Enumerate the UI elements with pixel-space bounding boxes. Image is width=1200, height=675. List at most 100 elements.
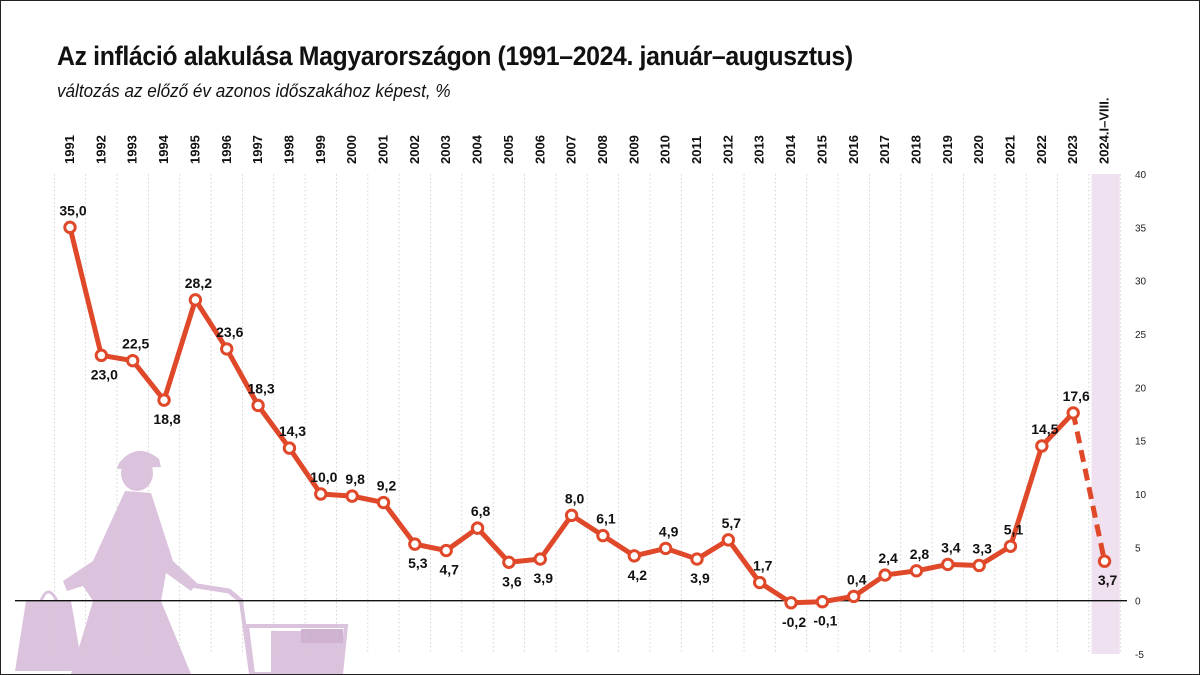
data-point	[157, 393, 171, 407]
data-label: 9,8	[345, 471, 365, 487]
year-label: 2016	[846, 135, 861, 164]
y-tick-label: 0	[1135, 597, 1141, 608]
year-label: 2009	[626, 135, 641, 164]
year-label: 2017	[877, 135, 892, 164]
grid-layer	[15, 174, 1127, 654]
year-label: 2004	[470, 134, 485, 164]
data-point	[408, 537, 422, 551]
year-label: 2023	[1065, 135, 1080, 164]
series-line-dashed	[1070, 412, 1107, 562]
data-label: 4,9	[659, 523, 679, 539]
data-label: 10,0	[310, 469, 337, 485]
data-point	[815, 595, 830, 609]
year-label: 2000	[344, 135, 359, 164]
y-tick-label: 40	[1135, 170, 1147, 181]
y-tick-label: 35	[1135, 223, 1147, 234]
data-label: 18,3	[247, 380, 274, 396]
data-label: 14,5	[1031, 421, 1058, 437]
data-point	[596, 528, 610, 543]
y-tick-label: 5	[1135, 543, 1141, 554]
year-label: 1998	[281, 135, 296, 164]
data-point	[533, 552, 547, 566]
data-label: 2,4	[878, 550, 898, 566]
data-point	[94, 348, 109, 363]
chart-title: Az infláció alakulása Magyarországon (19…	[57, 41, 853, 71]
data-label: 5,7	[722, 515, 742, 531]
data-label: 28,2	[185, 275, 212, 291]
data-label: 35,0	[59, 202, 86, 218]
chart-subtitle: változás az előző év azonos időszakához …	[57, 81, 451, 101]
year-label: 2010	[658, 135, 673, 164]
data-label: 3,3	[972, 540, 992, 556]
data-label: -0,2	[782, 614, 806, 630]
year-label: 2021	[1003, 135, 1018, 164]
y-tick-label: 10	[1135, 490, 1147, 501]
data-label: 6,8	[471, 503, 491, 519]
year-label: 1995	[187, 135, 202, 164]
data-label: -0,1	[813, 613, 837, 629]
data-point	[564, 508, 579, 523]
data-point	[941, 557, 955, 572]
shopper-silhouette-icon	[15, 450, 349, 674]
data-point	[282, 441, 297, 455]
year-label: 2007	[564, 135, 579, 164]
data-label: 1,7	[753, 558, 773, 574]
year-label: 2001	[376, 135, 391, 164]
y-axis-ticks: -5 0 5 10 15 20 25 30 35 40	[1135, 170, 1147, 661]
year-label: 1993	[125, 135, 140, 164]
data-point	[878, 568, 892, 582]
series-points	[63, 220, 1112, 610]
y-tick-label: -5	[1135, 650, 1144, 661]
year-label: 1991	[62, 135, 77, 164]
data-point	[63, 220, 77, 235]
data-point	[972, 558, 986, 573]
data-point	[502, 555, 516, 569]
year-label: 2020	[971, 135, 986, 164]
year-label: 2008	[595, 135, 610, 164]
year-label: 2012	[720, 135, 735, 164]
data-point	[721, 533, 736, 547]
year-label: 2018	[908, 135, 923, 164]
year-label: 2013	[752, 135, 767, 164]
data-label: 23,0	[91, 366, 118, 382]
data-label: 5,1	[1004, 521, 1024, 537]
data-label: 6,1	[596, 511, 616, 527]
data-label: 3,4	[941, 539, 961, 555]
year-label: 2015	[814, 135, 829, 164]
data-label: 5,3	[408, 555, 428, 571]
data-label: 8,0	[565, 490, 585, 506]
data-point	[376, 495, 391, 510]
data-point	[658, 541, 673, 556]
year-label: 2005	[501, 135, 516, 164]
data-label: 4,2	[628, 567, 648, 583]
data-label: 3,9	[690, 570, 710, 586]
y-tick-label: 20	[1135, 383, 1147, 394]
data-point	[753, 575, 767, 590]
year-label: 1997	[250, 135, 265, 164]
data-point	[847, 589, 861, 604]
highlight-band-layer	[1091, 174, 1120, 654]
year-label: 2019	[940, 135, 955, 164]
data-label: 0,4	[847, 571, 867, 587]
data-point	[784, 596, 798, 610]
data-point	[1003, 539, 1018, 553]
year-label: 2003	[438, 135, 453, 164]
data-label: 18,8	[153, 411, 180, 427]
data-point	[1097, 554, 1112, 568]
data-label: 14,3	[279, 423, 306, 439]
data-label: 3,9	[534, 570, 554, 586]
year-label: 2011	[689, 136, 704, 164]
data-point	[345, 489, 359, 503]
year-label: 2022	[1034, 135, 1049, 164]
data-labels: 35,0 23,022,5 18,8 28,2 23,6 18,3 14,3 10,0 9,8 9…	[59, 202, 1117, 629]
data-point	[909, 564, 924, 578]
y-tick-label: 30	[1135, 277, 1147, 288]
data-label: 23,6	[216, 324, 243, 340]
year-label: 2006	[532, 135, 547, 164]
y-tick-label: 15	[1135, 437, 1147, 448]
year-label: 1996	[219, 135, 234, 164]
data-label: 4,7	[439, 562, 459, 578]
data-label: 22,5	[122, 336, 149, 352]
data-point	[439, 543, 453, 558]
